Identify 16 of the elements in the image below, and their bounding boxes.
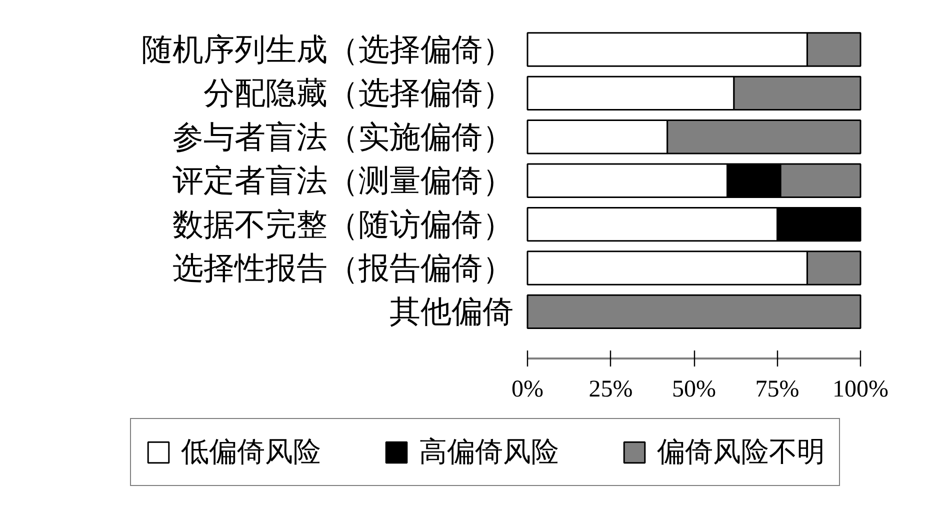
legend-label: 偏倚风险不明 xyxy=(657,436,825,470)
y-tick-label: 参与者盲法（实施偏倚） xyxy=(172,119,514,154)
x-tick-label: 75% xyxy=(755,376,800,402)
y-tick-label: 数据不完整（随访偏倚） xyxy=(172,206,514,242)
x-tick-label: 100% xyxy=(832,376,889,402)
x-tick-label: 0% xyxy=(512,376,544,402)
y-tick-label: 选择性报告（报告偏倚） xyxy=(172,250,514,286)
y-tick-label: 其他偏倚 xyxy=(390,294,514,330)
y-tick-label: 评定者盲法（测量偏倚） xyxy=(172,163,514,198)
y-tick-label: 分配隐藏（选择偏倚） xyxy=(204,76,514,111)
y-tick-label: 随机序列生成（选择偏倚） xyxy=(142,32,514,67)
legend-label: 低偏倚风险 xyxy=(181,436,321,470)
x-tick-label: 50% xyxy=(672,376,716,402)
x-tick-label: 25% xyxy=(588,376,633,402)
bar xyxy=(526,294,862,330)
legend-label: 高偏倚风险 xyxy=(419,436,559,470)
